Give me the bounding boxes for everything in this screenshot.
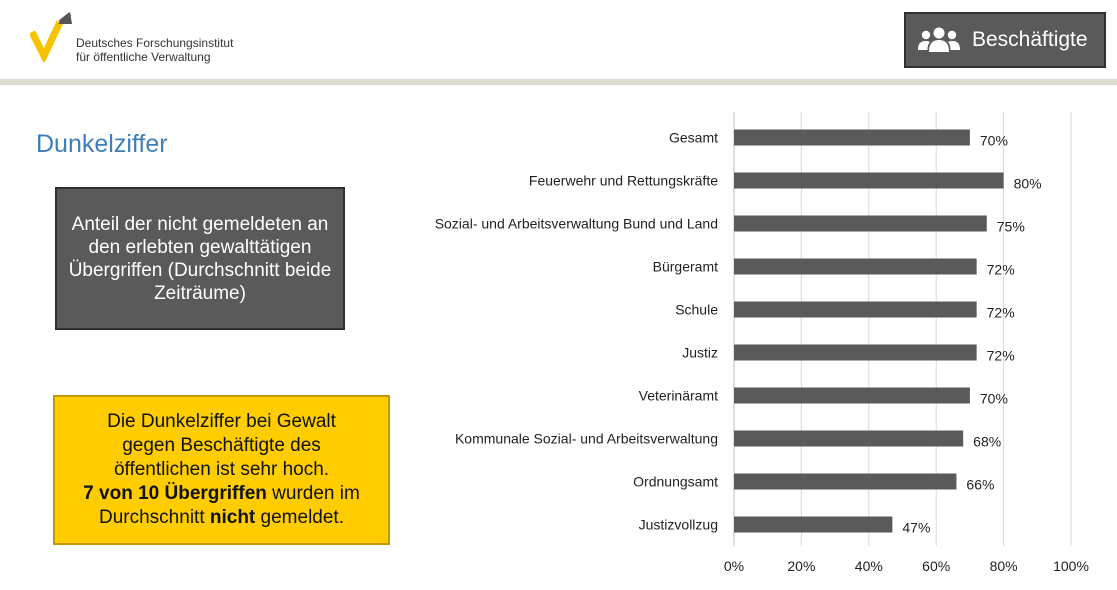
- data-label: 70%: [980, 391, 1008, 407]
- note-line-1: Die Dunkelziffer bei Gewalt: [107, 411, 336, 432]
- category-label: Justizvollzug: [639, 517, 718, 533]
- category-label: Sozial- und Arbeitsverwaltung Bund und L…: [435, 216, 718, 232]
- note-line-4-rest: wurden im: [266, 483, 360, 504]
- x-tick-label: 80%: [990, 558, 1018, 574]
- category-badge[interactable]: Beschäftigte: [904, 12, 1106, 68]
- category-label: Justiz: [682, 345, 718, 361]
- page-title: Dunkelziffer: [36, 130, 168, 158]
- bar: [734, 473, 957, 490]
- x-tick-label: 20%: [787, 558, 815, 574]
- note-emphasis-count: 7 von 10 Übergriffen: [83, 483, 267, 504]
- bar-chart: 0% 20% 40% 60% 80% 100% Gesamt 70% Feuerwehr und…: [435, 112, 1089, 574]
- data-label: 72%: [987, 305, 1015, 321]
- note-line-3: öffentlichen ist sehr hoch.: [113, 459, 330, 480]
- note-emphasis-not: nicht: [209, 507, 256, 528]
- data-label: 70%: [980, 133, 1008, 149]
- bar: [734, 516, 893, 533]
- bar: [734, 301, 977, 318]
- bar: [734, 172, 1004, 189]
- x-tick-label: 0%: [724, 558, 744, 574]
- category-label: Schule: [675, 302, 718, 318]
- note-line-5-post: gemeldet.: [255, 507, 344, 528]
- bar: [734, 215, 987, 232]
- data-label: 47%: [902, 520, 930, 536]
- category-label: Gesamt: [669, 130, 718, 146]
- note-line-5-pre: Durchschnitt: [99, 507, 210, 528]
- note-line-4: 7 von 10 Übergriffen wurden im: [83, 482, 360, 506]
- logo-line-2: für öffentliche Verwaltung: [76, 50, 211, 64]
- note-line-2: gegen Beschäftigte des: [122, 435, 321, 456]
- users-icon: [918, 27, 960, 52]
- data-label: 72%: [987, 262, 1015, 278]
- data-label: 72%: [987, 348, 1015, 364]
- description-text: Anteil der nicht gemeldeten an den erleb…: [68, 213, 332, 304]
- bar: [734, 129, 970, 146]
- x-tick-label: 100%: [1053, 558, 1089, 574]
- x-tick-label: 60%: [922, 558, 950, 574]
- data-label: 75%: [997, 219, 1025, 235]
- bar: [734, 258, 977, 275]
- description-box: Anteil der nicht gemeldeten an den erleb…: [55, 187, 345, 330]
- logo-text: Deutsches Forschungsinstitut für öffentl…: [76, 36, 233, 64]
- header-divider: [0, 79, 1117, 85]
- category-label: Bürgeramt: [653, 259, 718, 275]
- category-label: Ordnungsamt: [633, 474, 718, 490]
- data-label: 66%: [966, 477, 994, 493]
- category-label: Feuerwehr und Rettungskräfte: [529, 173, 718, 189]
- x-tick-label: 40%: [855, 558, 883, 574]
- note-box: Die Dunkelziffer bei Gewalt gegen Beschä…: [53, 395, 390, 545]
- data-label: 80%: [1014, 176, 1042, 192]
- logo-line-1: Deutsches Forschungsinstitut: [76, 36, 234, 50]
- category-label: Veterinäramt: [639, 388, 718, 404]
- category-label: Kommunale Sozial- und Arbeitsverwaltung: [455, 431, 718, 447]
- logo[interactable]: Deutsches Forschungsinstitut für öffentl…: [30, 10, 250, 70]
- header: Deutsches Forschungsinstitut für öffentl…: [0, 0, 1117, 80]
- logo-mark-icon: [30, 12, 72, 62]
- data-label: 68%: [973, 434, 1001, 450]
- badge-label: Beschäftigte: [972, 28, 1088, 51]
- bar: [734, 387, 970, 404]
- bar: [734, 344, 977, 361]
- note-line-5: Durchschnitt nicht gemeldet.: [99, 506, 344, 530]
- bar: [734, 430, 964, 447]
